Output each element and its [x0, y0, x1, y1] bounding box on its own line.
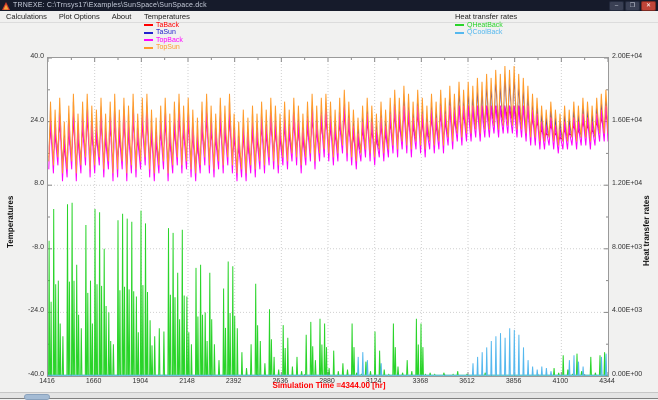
legend-line-icon [144, 31, 153, 34]
legend-label: TopBack [156, 36, 183, 44]
chart-plot [47, 57, 609, 377]
app-icon [2, 1, 10, 10]
left-axis-tick-label: 8.0 [34, 180, 44, 188]
window-title: TRNEXE: C:\Trnsys17\Examples\SunSpace\Su… [13, 2, 207, 9]
x-axis-tick-label: 3856 [505, 378, 522, 385]
chart-canvas [48, 58, 608, 376]
window-controls: – ❐ ✕ [609, 0, 658, 11]
x-axis-tick-label: 3368 [412, 378, 429, 385]
x-axis-tick-label: 1660 [85, 378, 102, 385]
menu-calculations[interactable]: Calculations [6, 12, 47, 21]
x-axis-tick-label: 2148 [179, 378, 195, 385]
left-axis-title: Temperatures [6, 195, 15, 248]
x-axis-tick-label: 4344 [599, 378, 615, 385]
legend-label: TopSun [156, 44, 180, 51]
progress-track[interactable] [0, 392, 658, 400]
maximize-button[interactable]: ❐ [625, 0, 640, 11]
left-axis-tick-label: -8.0 [31, 243, 44, 251]
x-axis-tick-label: 2880 [319, 378, 335, 385]
legend-label: TaBack [156, 21, 179, 29]
legend-line-icon [455, 24, 464, 27]
legend-item-qcoolback: QCoolBack [455, 29, 517, 37]
right-axis-tick-label: 1.20E+04 [612, 180, 643, 188]
left-axis-tick-label: -24.0 [28, 307, 44, 315]
titlebar: TRNEXE: C:\Trnsys17\Examples\SunSpace\Su… [0, 0, 658, 11]
x-axis-tick-label: 2392 [225, 378, 242, 385]
menu-plot-options[interactable]: Plot Options [58, 12, 100, 21]
legend-line-icon [455, 31, 464, 34]
legend-line-icon [144, 46, 153, 49]
menu-about[interactable]: About [111, 12, 132, 21]
legend-line-icon [144, 24, 153, 27]
left-axis-tick-label: 24.0 [30, 116, 44, 124]
right-axis-title: Heat transfer rates [642, 195, 651, 266]
x-axis-tick-label: 3612 [459, 378, 475, 385]
right-axis-tick-label: 2.00E+04 [612, 53, 643, 60]
right-axis-tick-label: 8.00E+03 [612, 243, 643, 251]
x-axis-tick-label: 3124 [365, 378, 382, 385]
legend-temperatures-title: Temperatures [144, 12, 190, 21]
legend-item-topsun: TopSun [144, 44, 190, 52]
x-axis-tick-label: 1904 [132, 378, 149, 385]
series-TopSun-line [48, 65, 608, 174]
left-axis-tick-label: -40.0 [28, 371, 44, 378]
menubar: Calculations Plot Options About [0, 11, 658, 23]
right-axis-tick-label: 1.60E+04 [612, 116, 643, 124]
legend-item-tasun: TaSun [144, 29, 190, 37]
legend-line-icon [144, 39, 153, 42]
legend-temperatures: Temperatures TaBack TaSun TopBack TopSun [144, 13, 190, 52]
legend-item-qheatback: QHeatBack [455, 22, 517, 30]
x-axis-tick-label: 2636 [272, 378, 289, 385]
left-axis-tick-label: 40.0 [30, 53, 44, 60]
series-QHeatBack-line [48, 202, 608, 376]
legend-heat-transfer: Heat transfer rates QHeatBack QCoolBack [455, 13, 517, 37]
progress-thumb[interactable] [24, 394, 50, 400]
x-axis-tick-label: 1416 [39, 378, 55, 385]
legend-item-taback: TaBack [144, 22, 190, 30]
legend-heat-title: Heat transfer rates [455, 12, 518, 21]
legend-label: QHeatBack [467, 21, 503, 29]
simulation-time-status: Simulation Time =4344.00 [hr] [272, 381, 386, 390]
legend-label: TaSun [156, 29, 176, 36]
legend-label: QCoolBack [467, 29, 503, 36]
legend-item-topback: TopBack [144, 37, 190, 45]
minimize-button[interactable]: – [609, 0, 624, 11]
series-QCoolBack-line [48, 328, 608, 376]
x-axis-tick-label: 4100 [552, 378, 569, 385]
right-axis-tick-label: 0.00E+00 [612, 371, 643, 378]
close-button[interactable]: ✕ [641, 0, 656, 11]
right-axis-tick-label: 4.00E+03 [612, 307, 643, 315]
